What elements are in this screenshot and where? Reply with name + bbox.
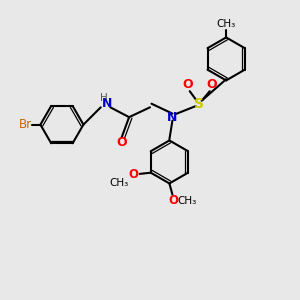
Text: CH₃: CH₃: [109, 178, 128, 188]
Text: N: N: [101, 97, 112, 110]
Text: N: N: [167, 111, 178, 124]
Text: CH₃: CH₃: [178, 196, 197, 206]
Text: CH₃: CH₃: [217, 19, 236, 29]
Text: O: O: [206, 78, 217, 91]
Text: O: O: [129, 168, 139, 181]
Text: O: O: [168, 194, 178, 207]
Text: O: O: [182, 78, 193, 91]
Text: H: H: [100, 93, 108, 103]
Text: S: S: [194, 97, 204, 111]
Text: Br: Br: [19, 118, 32, 131]
Text: O: O: [116, 136, 127, 149]
